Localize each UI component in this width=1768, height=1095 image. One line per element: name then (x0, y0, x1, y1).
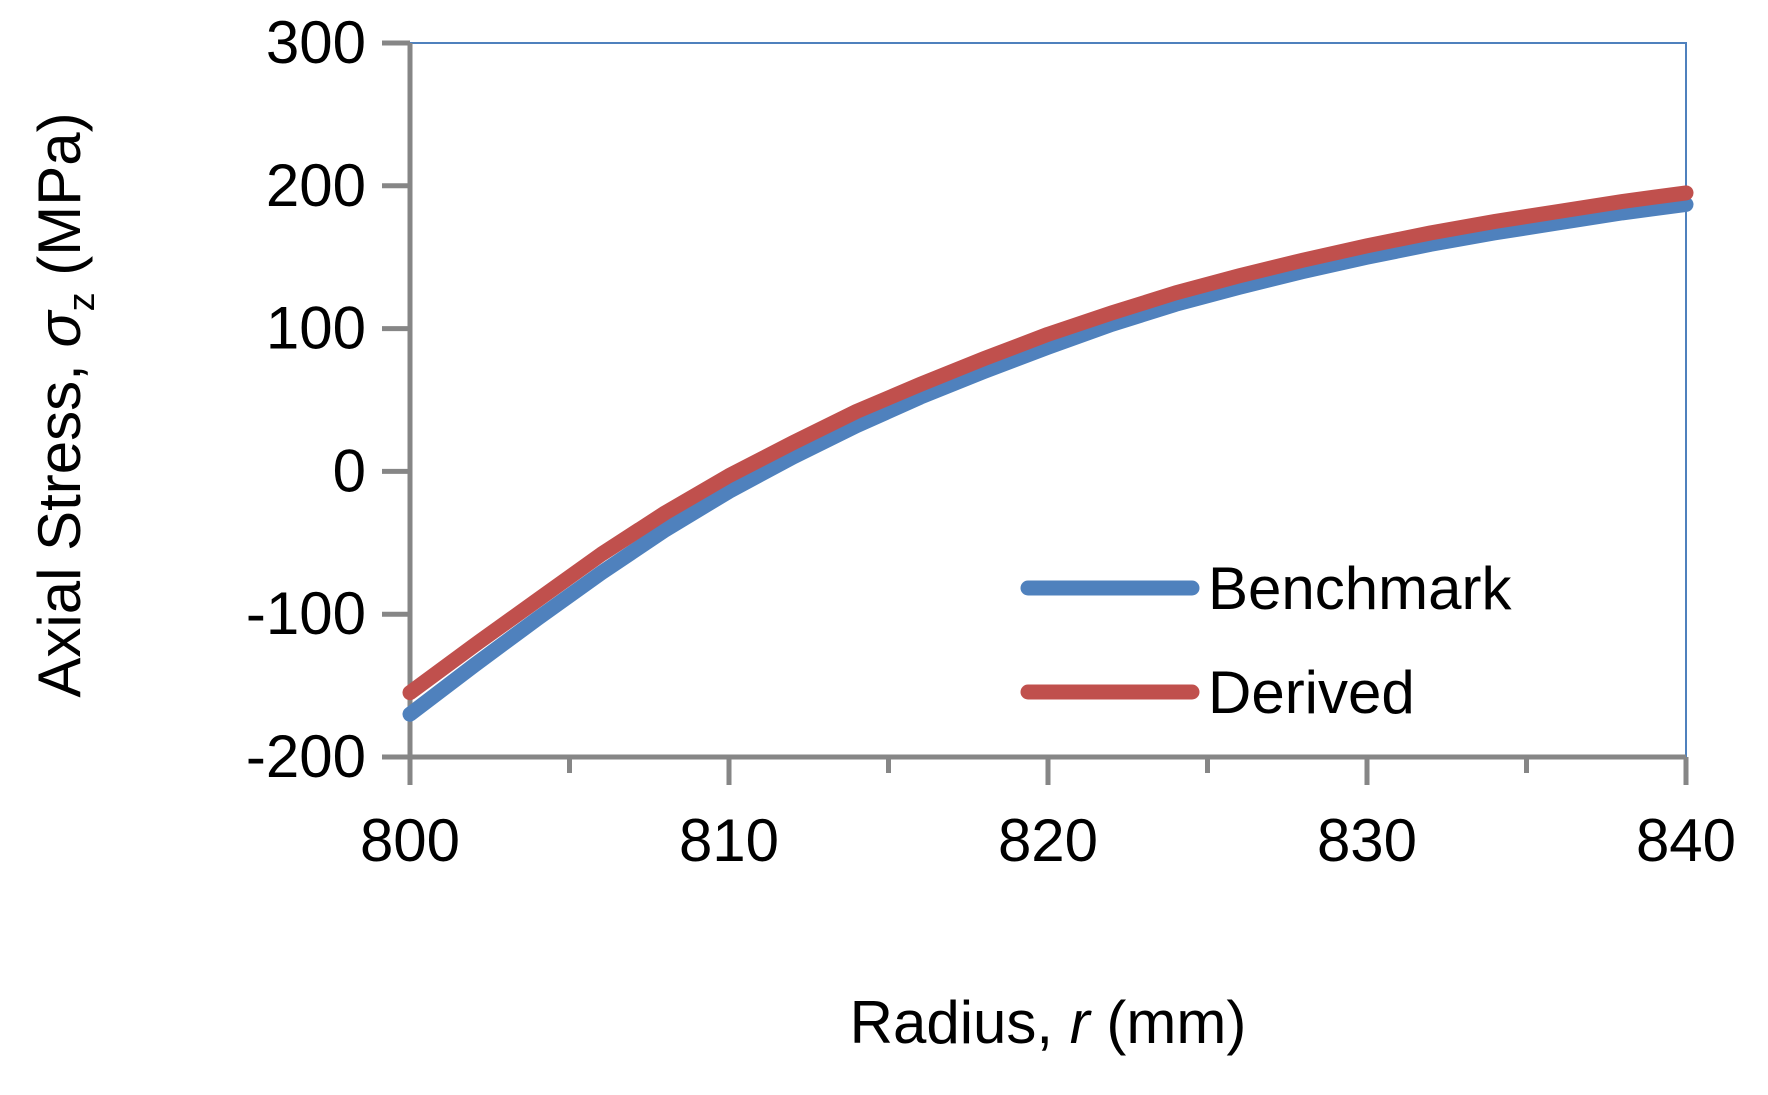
x-tick-label: 800 (360, 807, 460, 874)
series-line-derived (402, 185, 1694, 701)
axes: 300 200 100 0 -100 -200 800 810 820 830 840 (246, 9, 1736, 874)
y-tick-label: -100 (246, 580, 366, 647)
plot-area-border (409, 42, 1687, 758)
y-tick-label: -200 (246, 723, 366, 790)
x-tick-label: 840 (1636, 807, 1736, 874)
y-tick-label: 200 (266, 152, 366, 219)
y-axis-title: Axial Stress, σz (MPa) (26, 112, 103, 697)
x-tick-label: 830 (1317, 807, 1417, 874)
axis-titles: Radius, r (mm) Axial Stress, σz (MPa) (26, 112, 1246, 1056)
x-tick-label: 820 (998, 807, 1098, 874)
y-tick-label: 100 (266, 295, 366, 362)
y-tick-label: 0 (333, 437, 366, 504)
y-tick-label: 300 (266, 9, 366, 76)
legend-label-benchmark: Benchmark (1208, 555, 1512, 622)
series-lines (402, 185, 1694, 722)
legend: Benchmark Derived (1020, 555, 1512, 726)
legend-label-derived: Derived (1208, 659, 1415, 726)
x-axis-title: Radius, r (mm) (850, 989, 1247, 1056)
series-line-benchmark (402, 196, 1694, 722)
x-tick-label: 810 (679, 807, 779, 874)
